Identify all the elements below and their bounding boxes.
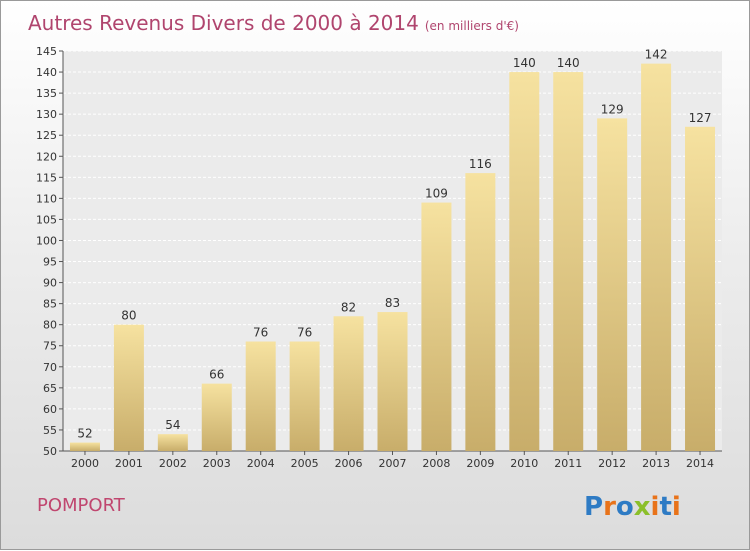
bar xyxy=(597,118,628,452)
y-tick-label: 140 xyxy=(36,66,57,79)
chart-subtitle: (en milliers d'€) xyxy=(424,19,519,33)
data-label: 140 xyxy=(557,56,580,70)
x-tick-label: 2001 xyxy=(115,457,143,470)
y-tick-label: 80 xyxy=(43,319,57,332)
data-label: 80 xyxy=(121,309,136,323)
logo-letter: x xyxy=(633,492,651,522)
bar xyxy=(421,202,452,451)
x-tick-label: 2014 xyxy=(686,457,714,470)
proxiti-logo: Proxiti xyxy=(584,492,694,528)
chart-title: Autres Revenus Divers de 2000 à 2014 (en … xyxy=(28,11,519,35)
y-tick-label: 70 xyxy=(43,361,57,374)
bar xyxy=(465,173,496,451)
y-tick-label: 55 xyxy=(43,424,57,437)
y-tick-label: 125 xyxy=(36,129,57,142)
logo-letter: P xyxy=(584,492,604,522)
data-label: 76 xyxy=(253,326,268,340)
data-label: 142 xyxy=(645,48,668,62)
bar xyxy=(245,341,276,451)
x-tick-label: 2002 xyxy=(159,457,187,470)
x-tick-label: 2008 xyxy=(422,457,450,470)
data-label: 54 xyxy=(165,418,180,432)
bar xyxy=(685,126,716,451)
y-tick-label: 115 xyxy=(36,171,57,184)
x-tick-label: 2010 xyxy=(510,457,538,470)
y-tick-label: 135 xyxy=(36,87,57,100)
x-tick-label: 2007 xyxy=(379,457,407,470)
y-tick-label: 145 xyxy=(36,45,57,58)
y-tick-label: 60 xyxy=(43,403,57,416)
x-tick-label: 2000 xyxy=(71,457,99,470)
bar xyxy=(509,72,540,451)
logo-letter: i xyxy=(650,492,660,522)
x-tick-label: 2011 xyxy=(554,457,582,470)
data-label: 127 xyxy=(689,111,712,125)
y-tick-label: 95 xyxy=(43,256,57,269)
logo-letter: r xyxy=(603,492,616,522)
bar xyxy=(201,383,232,451)
data-label: 52 xyxy=(77,427,92,441)
data-label: 129 xyxy=(601,102,624,116)
chart-title-text: Autres Revenus Divers de 2000 à 2014 xyxy=(28,11,419,35)
x-tick-label: 2004 xyxy=(247,457,275,470)
bar xyxy=(289,341,320,451)
data-label: 76 xyxy=(297,326,312,340)
bar xyxy=(69,442,100,451)
logo-letter: o xyxy=(615,492,634,522)
y-tick-label: 65 xyxy=(43,382,57,395)
data-label: 66 xyxy=(209,368,224,382)
y-tick-label: 130 xyxy=(36,108,57,121)
bar xyxy=(641,63,672,451)
bar xyxy=(553,72,584,451)
bar xyxy=(333,316,364,451)
y-tick-label: 90 xyxy=(43,277,57,290)
y-tick-label: 110 xyxy=(36,192,57,205)
bar xyxy=(113,324,144,451)
town-name: POMPORT xyxy=(37,495,125,516)
y-tick-label: 100 xyxy=(36,234,57,247)
y-tick-label: 75 xyxy=(43,340,57,353)
x-tick-label: 2012 xyxy=(598,457,626,470)
data-label: 140 xyxy=(513,56,536,70)
x-tick-label: 2003 xyxy=(203,457,231,470)
logo-letter: i xyxy=(671,492,681,522)
x-tick-label: 2006 xyxy=(335,457,363,470)
logo-letter: t xyxy=(659,492,672,522)
data-label: 116 xyxy=(469,157,492,171)
y-tick-label: 50 xyxy=(43,445,57,458)
y-tick-label: 105 xyxy=(36,213,57,226)
x-tick-label: 2009 xyxy=(466,457,494,470)
y-tick-label: 85 xyxy=(43,298,57,311)
data-label: 109 xyxy=(425,187,448,201)
y-tick-label: 120 xyxy=(36,150,57,163)
bar xyxy=(157,434,188,451)
x-tick-label: 2005 xyxy=(291,457,319,470)
data-label: 83 xyxy=(385,296,400,310)
x-tick-label: 2013 xyxy=(642,457,670,470)
data-label: 82 xyxy=(341,300,356,314)
bar xyxy=(377,312,408,451)
